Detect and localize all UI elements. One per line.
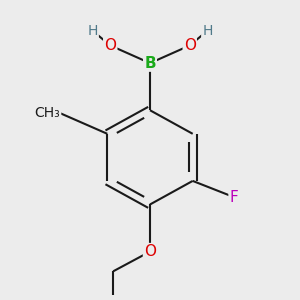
Text: B: B bbox=[144, 56, 156, 70]
Text: F: F bbox=[230, 190, 238, 205]
Text: CH₃: CH₃ bbox=[34, 106, 60, 120]
Text: H: H bbox=[87, 24, 98, 38]
Text: O: O bbox=[144, 244, 156, 259]
Text: O: O bbox=[184, 38, 196, 53]
Text: H: H bbox=[202, 24, 213, 38]
Text: O: O bbox=[104, 38, 116, 53]
